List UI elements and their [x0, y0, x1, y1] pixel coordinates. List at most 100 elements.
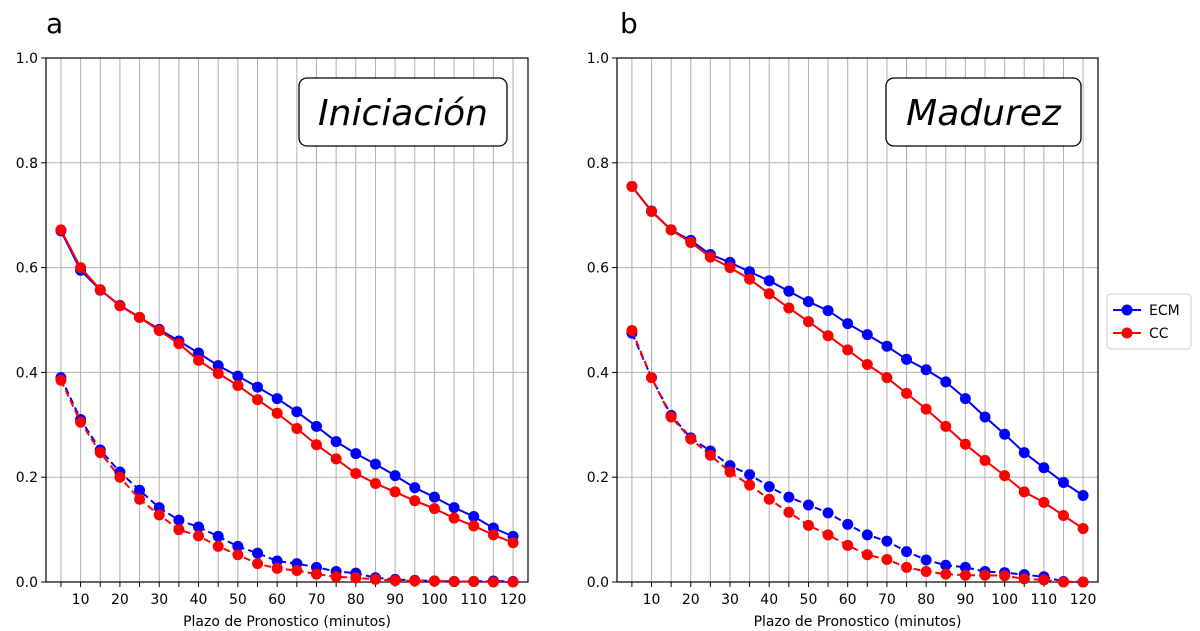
x-tick-label: 10 — [72, 592, 90, 608]
data-point — [1018, 486, 1030, 498]
data-point — [646, 372, 658, 384]
x-tick-label: 90 — [956, 592, 974, 608]
data-point — [979, 569, 991, 581]
data-point — [448, 502, 460, 514]
data-point — [75, 416, 87, 428]
data-point — [901, 561, 913, 573]
data-point — [665, 224, 677, 236]
y-tick-label: 0.0 — [587, 575, 609, 591]
x-tick-label: 120 — [500, 592, 527, 608]
y-tick-label: 0.8 — [16, 156, 38, 172]
data-point — [212, 360, 224, 372]
data-point — [1077, 523, 1089, 535]
data-point — [271, 407, 283, 419]
panel-label: a — [46, 7, 63, 40]
data-point — [428, 503, 440, 515]
data-point — [350, 448, 362, 460]
data-point — [468, 511, 480, 522]
data-point — [901, 387, 913, 399]
series-line — [631, 185, 1084, 497]
data-point — [802, 499, 814, 511]
data-point — [724, 466, 736, 478]
data-point — [1057, 576, 1069, 588]
x-tick-label: 70 — [878, 592, 896, 608]
data-point — [999, 428, 1011, 440]
data-point — [389, 486, 401, 498]
data-point — [1057, 476, 1069, 488]
data-point — [822, 305, 834, 317]
data-point — [232, 380, 244, 391]
series-line — [59, 377, 514, 583]
data-point — [940, 568, 952, 580]
data-point — [193, 354, 205, 366]
series-line — [630, 330, 1084, 583]
data-point — [979, 411, 991, 423]
series-line — [60, 229, 514, 544]
data-point — [114, 300, 126, 312]
data-point — [783, 491, 795, 503]
data-point — [881, 535, 893, 547]
data-point — [802, 316, 814, 328]
series-line — [60, 230, 514, 538]
data-point — [861, 549, 873, 561]
data-point — [842, 318, 854, 330]
data-point — [979, 454, 991, 466]
data-point — [1018, 573, 1030, 585]
data-point — [626, 180, 638, 192]
data-point — [212, 367, 224, 379]
plot-frame — [616, 57, 1099, 583]
data-point — [291, 422, 303, 434]
data-point — [448, 575, 460, 587]
data-point — [271, 562, 283, 574]
data-point — [212, 530, 224, 542]
data-point — [783, 285, 795, 297]
data-point — [487, 529, 499, 541]
y-tick-label: 1.0 — [587, 51, 609, 67]
data-point — [252, 381, 264, 393]
x-axis-label: Plazo de Pronostico (minutos) — [754, 614, 962, 630]
data-point — [232, 370, 244, 382]
data-point — [369, 458, 381, 470]
x-tick-label: 40 — [760, 592, 778, 608]
x-tick-label: 100 — [991, 592, 1018, 608]
x-tick-label: 30 — [721, 592, 739, 608]
data-point — [940, 559, 952, 571]
data-point — [1038, 574, 1050, 586]
data-point — [763, 481, 775, 493]
data-point — [842, 539, 854, 551]
data-point — [959, 569, 971, 581]
data-point — [1077, 576, 1089, 588]
data-point — [193, 530, 205, 542]
panel-label: b — [620, 7, 638, 40]
data-point — [310, 568, 322, 580]
data-point — [94, 284, 106, 296]
data-point — [153, 509, 165, 521]
x-tick-label: 80 — [347, 592, 365, 608]
data-point — [1077, 490, 1089, 502]
y-tick-label: 0.6 — [16, 261, 38, 277]
data-point — [350, 468, 362, 480]
data-point — [428, 575, 440, 587]
data-point — [252, 547, 264, 559]
stage-label: Madurez — [906, 93, 1062, 134]
data-point — [55, 224, 67, 236]
data-point — [842, 344, 854, 356]
data-point — [704, 449, 716, 461]
data-point — [468, 520, 480, 532]
x-tick-label: 110 — [460, 592, 487, 608]
data-point — [173, 338, 185, 350]
data-point — [822, 507, 834, 519]
data-point — [920, 554, 932, 566]
data-point — [685, 433, 697, 445]
data-point — [409, 575, 421, 587]
y-tick-label: 0.4 — [16, 365, 38, 381]
data-point — [802, 296, 814, 308]
data-point — [744, 273, 756, 285]
data-point — [959, 393, 971, 405]
legend-label: CC — [1149, 326, 1169, 342]
data-point — [212, 540, 224, 552]
data-point — [1018, 447, 1030, 459]
x-tick-label: 60 — [268, 592, 286, 608]
stage-box — [885, 77, 1082, 147]
